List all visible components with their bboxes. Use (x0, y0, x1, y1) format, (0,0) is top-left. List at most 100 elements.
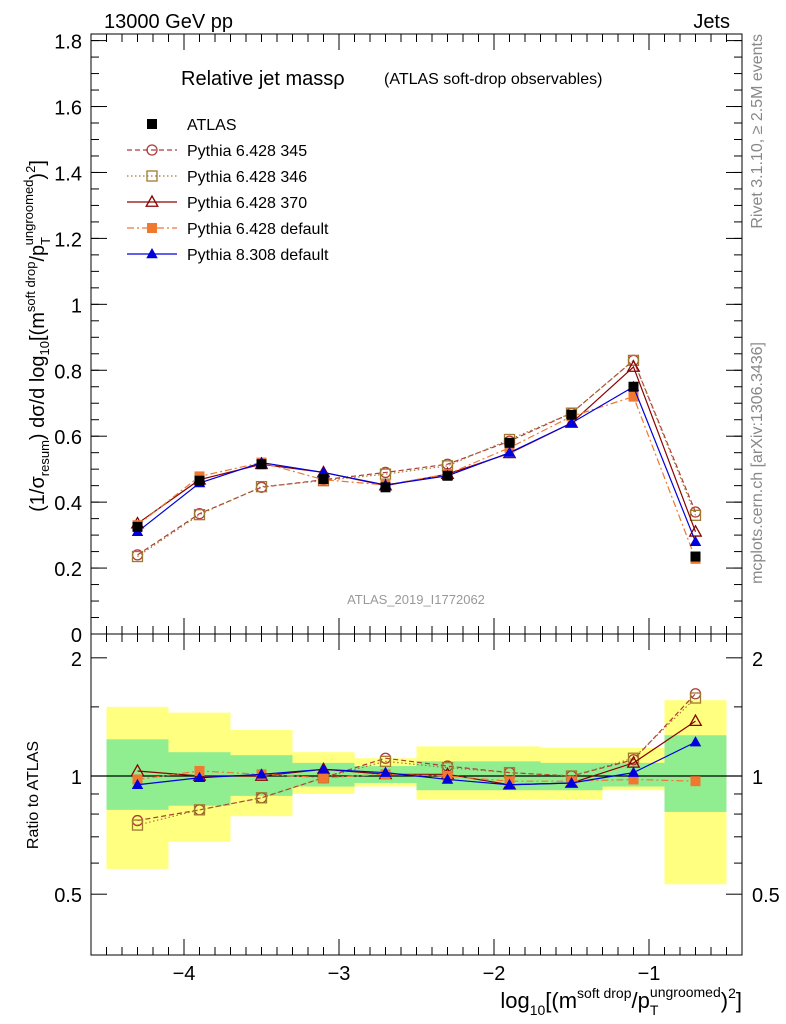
header-left: 13000 GeV pp (104, 11, 233, 33)
data-point (689, 509, 702, 521)
header-right: Jets (693, 11, 730, 33)
legend-item-pythia-6-428-default: Pythia 6.428 default (127, 221, 329, 238)
x-tick-label: −2 (483, 963, 506, 985)
y-tick-label: 1.6 (54, 98, 82, 120)
data-point (318, 474, 329, 485)
ratio-point (689, 688, 702, 700)
mcplots-label: mcplots.cern.ch [arXiv:1306.3436] (749, 342, 766, 584)
main-series (130, 354, 703, 564)
ratio-point (689, 692, 702, 704)
data-point (256, 459, 267, 470)
x-tick-label: −3 (328, 963, 351, 985)
legend-label: Pythia 6.428 370 (187, 195, 307, 212)
legend-marker (145, 194, 159, 207)
main-panel: Relative jet massρ (ATLAS soft-drop obse… (21, 32, 743, 647)
y-tick-label: 1.2 (54, 229, 82, 251)
data-point (380, 482, 391, 493)
legend-item-pythia-6-428-370: Pythia 6.428 370 (127, 194, 307, 212)
series-line (137, 395, 697, 560)
series-atlas (132, 381, 701, 562)
ratio-point (131, 778, 144, 790)
chart-title: Relative jet massρ (181, 68, 345, 90)
legend-label: ATLAS (187, 117, 237, 134)
ratio-y-tick-label: 2 (71, 649, 82, 671)
series-line (137, 385, 697, 542)
series-pythia-6-428-default (132, 391, 701, 564)
inner-band-bin (664, 735, 727, 812)
x-axis-title-text: log10[(msoft drop/pTungroomed)2] (500, 984, 742, 1018)
series-pythia-6-428-345 (131, 354, 702, 561)
series-pythia-6-428-346 (131, 354, 702, 563)
ratio-point (193, 804, 206, 816)
data-point (504, 437, 515, 448)
data-point (627, 354, 640, 367)
ratio-line (137, 741, 696, 786)
legend-marker (146, 248, 158, 259)
ratio-axes: 0.5 0.5 1 1 2 2 −4 −3 −2 −1 (54, 633, 780, 985)
analysis-watermark: ATLAS_2019_I1772062 (347, 592, 485, 607)
ratio-point (627, 766, 640, 777)
x-tick-label: −4 (173, 963, 196, 985)
x-axis-title: log10[(msoft drop/pTungroomed)2] (500, 984, 742, 1018)
y-tick-label: 0 (71, 625, 82, 647)
data-point (565, 417, 578, 428)
legend-label: Pythia 6.428 345 (187, 143, 307, 160)
data-point (132, 521, 143, 532)
ratio-point (565, 776, 578, 788)
data-point (626, 359, 641, 372)
legend-item-atlas: ATLAS (147, 117, 237, 134)
ratio-y-tick-label: 0.5 (54, 885, 82, 907)
y-tick-label: 0.8 (54, 361, 82, 383)
ratio-point (255, 792, 268, 804)
series-line (137, 359, 697, 558)
ratio-bands (91, 700, 742, 885)
legend-marker (146, 170, 158, 182)
ratio-point (193, 771, 206, 782)
ratio-point (628, 774, 639, 785)
data-point (131, 550, 144, 563)
ratio-point (688, 713, 703, 726)
data-point (690, 551, 701, 562)
ratio-point (194, 765, 205, 776)
x-tick-label: −1 (638, 963, 661, 985)
legend-marker (147, 119, 157, 129)
series-line (137, 359, 697, 556)
ratio-series (130, 688, 703, 831)
rivet-label: Rivet 3.1.10, ≥ 2.5M events (749, 34, 766, 229)
legend-item-pythia-6-428-346: Pythia 6.428 346 (127, 169, 307, 186)
series-pythia-8-308-default (131, 380, 702, 546)
ratio-panel: 0.5 0.5 1 1 2 2 −4 −3 −2 −1 Ratio to ATLAS log10[… (25, 633, 780, 1018)
y-tick-label: 0.6 (54, 427, 82, 449)
y-tick-label: 1 (71, 295, 82, 317)
ratio-y-tick-label: 1 (71, 767, 82, 789)
ratio-series-pythia-8-308-default (131, 736, 702, 790)
y-axis-title-text: (1/σresum) dσ/d log10[(msoft drop/pTungr… (21, 160, 53, 512)
ratio-point (689, 736, 702, 747)
series-pythia-6-428-370 (130, 359, 703, 537)
ratio-point (379, 755, 392, 767)
legend-label: Pythia 8.308 default (187, 247, 329, 264)
legend-item-pythia-6-428-345: Pythia 6.428 345 (127, 143, 307, 160)
y-tick-label: 1.8 (54, 32, 82, 54)
ratio-point (690, 776, 701, 787)
main-y-axis-title: (1/σresum) dσ/d log10[(msoft drop/pTungr… (21, 160, 53, 512)
data-point (255, 480, 268, 493)
ratio-point (317, 763, 330, 774)
legend-marker (147, 223, 157, 233)
ratio-point (318, 772, 329, 783)
ratio-y-tick-label-right: 1 (752, 767, 763, 789)
data-point (566, 409, 577, 420)
data-point (193, 509, 206, 521)
data-point (689, 535, 702, 546)
main-axes: 0 0.2 0.4 0.6 0.8 1 1.2 1.4 1.6 1.8 (54, 32, 743, 647)
legend-marker (146, 144, 158, 156)
legend-label: Pythia 6.428 default (187, 221, 329, 238)
ratio-point (131, 819, 144, 831)
data-point (442, 470, 453, 481)
ratio-y-tick-label-right: 2 (752, 649, 763, 671)
y-tick-label: 1.4 (54, 163, 82, 185)
data-point (628, 391, 639, 402)
data-point (503, 446, 516, 457)
legend-label: Pythia 6.428 346 (187, 169, 307, 186)
